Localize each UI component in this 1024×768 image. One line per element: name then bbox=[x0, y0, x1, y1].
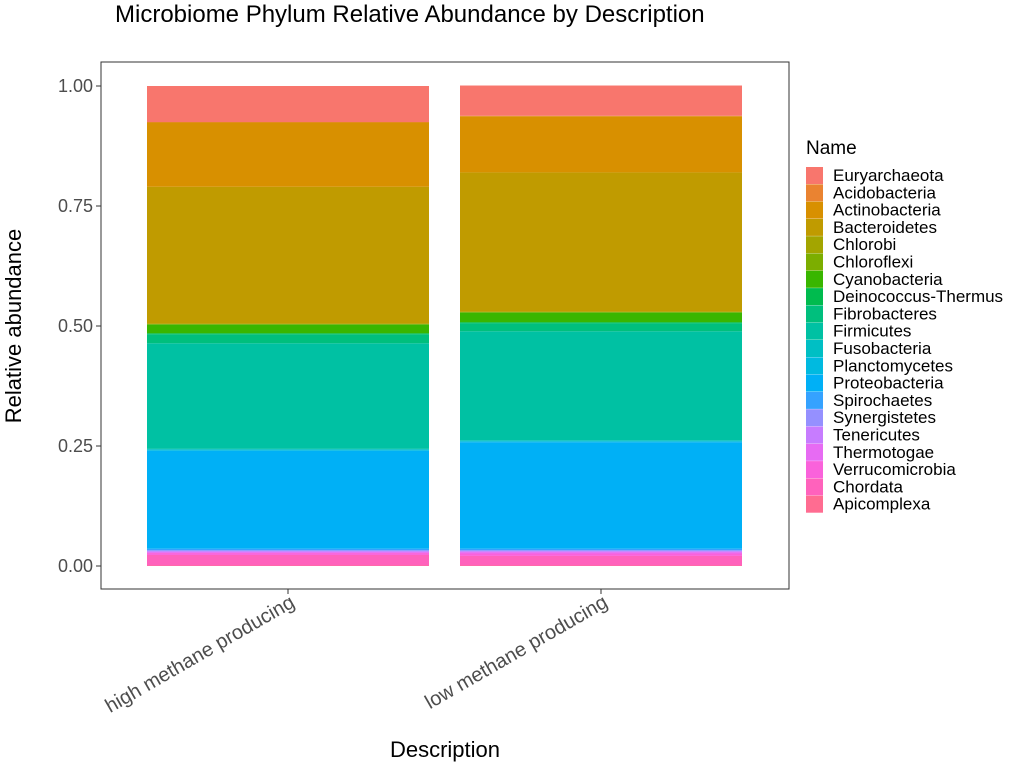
bar-segment-firmicutes-2 bbox=[460, 331, 742, 441]
bar-segment-spirochaetes-2 bbox=[460, 548, 742, 551]
legend-swatch bbox=[806, 218, 823, 236]
bar-segment-deinococcus-thermus-1 bbox=[147, 333, 429, 335]
bar-segment-planctomycetes-2 bbox=[460, 441, 742, 443]
y-tick-label: 0.75 bbox=[58, 196, 93, 216]
legend-swatch bbox=[806, 184, 823, 202]
bar-segment-verrucomicrobia-1 bbox=[147, 553, 429, 555]
legend-swatch bbox=[806, 288, 823, 306]
legend-swatch bbox=[806, 478, 823, 496]
bars-group bbox=[147, 85, 742, 566]
bar-segment-tenericutes-1 bbox=[147, 551, 429, 553]
bar-segment-tenericutes-2 bbox=[460, 551, 742, 553]
legend-swatch bbox=[806, 270, 823, 288]
legend-label: Spirochaetes bbox=[833, 391, 932, 410]
bar-segment-verrucomicrobia-2 bbox=[460, 553, 742, 556]
legend-swatch bbox=[806, 167, 823, 184]
legend-swatch bbox=[806, 322, 823, 340]
bar-segment-proteobacteria-2 bbox=[460, 442, 742, 549]
bar-segment-bacteroidetes-2 bbox=[460, 172, 742, 312]
legend-swatch bbox=[806, 253, 823, 271]
x-axis-title: Description bbox=[390, 737, 500, 762]
x-axis: high methane producing low methane produc… bbox=[102, 589, 612, 718]
bar-segment-deinococcus-thermus-2 bbox=[460, 322, 742, 324]
legend-swatch bbox=[806, 340, 823, 357]
bar-segment-actinobacteria-1 bbox=[147, 122, 429, 187]
bar-segment-euryarchaeota-1 bbox=[147, 86, 429, 122]
bar-segment-spirochaetes-1 bbox=[147, 548, 429, 551]
legend-swatch bbox=[806, 201, 823, 219]
legend-items: EuryarchaeotaAcidobacteriaActinobacteria… bbox=[806, 166, 1003, 514]
legend-swatch bbox=[806, 426, 823, 444]
bar-segment-euryarchaeota-2 bbox=[460, 85, 742, 116]
legend-swatch bbox=[806, 357, 823, 375]
bar-segment-synergistetes-2 bbox=[460, 550, 742, 552]
legend: Name EuryarchaeotaAcidobacteriaActinobac… bbox=[806, 138, 1003, 514]
legend-label: Synergistetes bbox=[833, 408, 936, 427]
legend-title: Name bbox=[806, 138, 857, 159]
legend-swatch bbox=[806, 305, 823, 323]
bar-segment-fusobacteria-1 bbox=[147, 448, 429, 450]
y-axis: 0.00 0.25 0.50 0.75 1.00 bbox=[58, 76, 101, 576]
legend-label: Acidobacteria bbox=[833, 183, 937, 202]
legend-label: Euryarchaeota bbox=[833, 166, 944, 185]
y-tick-label: 0.25 bbox=[58, 436, 93, 456]
legend-label: Chlorobi bbox=[833, 235, 896, 254]
legend-swatch bbox=[806, 495, 823, 513]
legend-label: Tenericutes bbox=[833, 426, 920, 445]
legend-swatch bbox=[806, 409, 823, 427]
legend-label: Chloroflexi bbox=[833, 253, 913, 272]
chart-title: Microbiome Phylum Relative Abundance by … bbox=[115, 1, 705, 28]
y-axis-title: Relative abundance bbox=[1, 229, 26, 423]
y-tick-label: 0.50 bbox=[58, 316, 93, 336]
legend-label: Fusobacteria bbox=[833, 339, 932, 358]
legend-swatch bbox=[806, 443, 823, 461]
bar-segment-synergistetes-1 bbox=[147, 550, 429, 552]
legend-label: Deinococcus-Thermus bbox=[833, 287, 1003, 306]
bar-segment-chordata-1 bbox=[147, 554, 429, 566]
bar-segment-planctomycetes-1 bbox=[147, 449, 429, 451]
legend-label: Fibrobacteres bbox=[833, 304, 937, 323]
legend-label: Actinobacteria bbox=[833, 201, 941, 220]
bar-segment-fibrobacteres-1 bbox=[147, 334, 429, 344]
legend-label: Verrucomicrobia bbox=[833, 460, 956, 479]
bar-segment-firmicutes-1 bbox=[147, 343, 429, 449]
legend-swatch bbox=[806, 374, 823, 392]
legend-label: Planctomycetes bbox=[833, 356, 953, 375]
bar-segment-thermotogae-1 bbox=[147, 552, 429, 554]
bar-segment-chordata-2 bbox=[460, 555, 742, 566]
bar-segment-actinobacteria-2 bbox=[460, 116, 742, 173]
y-tick-label: 1.00 bbox=[58, 76, 93, 96]
legend-label: Proteobacteria bbox=[833, 374, 944, 393]
legend-swatch bbox=[806, 391, 823, 409]
x-tick-label: low methane producing bbox=[421, 591, 611, 713]
x-tick-label: high methane producing bbox=[102, 591, 299, 717]
y-tick-label: 0.00 bbox=[58, 556, 93, 576]
legend-label: Apicomplexa bbox=[833, 495, 931, 514]
legend-label: Chordata bbox=[833, 477, 903, 496]
bar-segment-cyanobacteria-1 bbox=[147, 324, 429, 334]
bar-segment-proteobacteria-1 bbox=[147, 450, 429, 549]
legend-swatch bbox=[806, 461, 823, 479]
legend-label: Thermotogae bbox=[833, 443, 934, 462]
legend-label: Cyanobacteria bbox=[833, 270, 943, 289]
bar-segment-thermotogae-2 bbox=[460, 552, 742, 554]
legend-swatch bbox=[806, 236, 823, 254]
legend-label: Bacteroidetes bbox=[833, 218, 937, 237]
legend-label: Firmicutes bbox=[833, 322, 911, 341]
bar-segment-bacteroidetes-1 bbox=[147, 186, 429, 324]
bar-segment-fibrobacteres-2 bbox=[460, 323, 742, 332]
bar-segment-cyanobacteria-2 bbox=[460, 312, 742, 323]
bar-segment-fusobacteria-2 bbox=[460, 440, 742, 442]
